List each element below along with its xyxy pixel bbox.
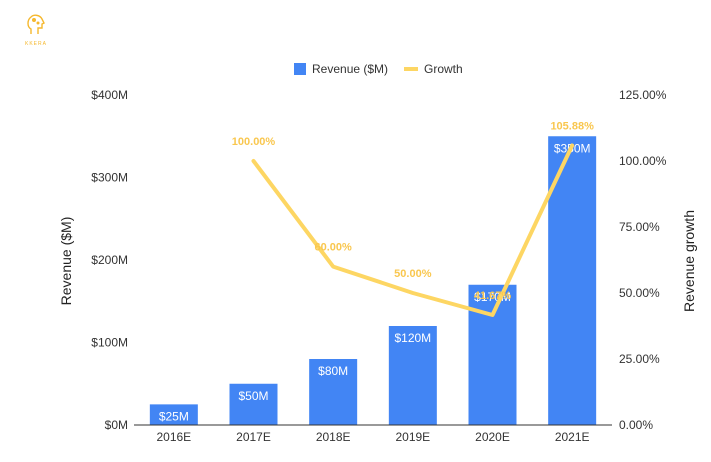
revenue-bar: [309, 359, 358, 425]
growth-point-label: 41.67%: [474, 290, 512, 302]
revenue-bar-label: $120M: [394, 331, 431, 345]
growth-line: [251, 143, 575, 317]
revenue-bars: $25M$50M$80M$120M$170M$350M: [149, 136, 597, 425]
y-tick-label-left: $400M: [91, 88, 128, 102]
logo: KKERA: [25, 14, 47, 47]
revenue-bar: [548, 136, 597, 425]
revenue-bar-label: $25M: [159, 409, 189, 423]
revenue-bar-label: $50M: [238, 389, 268, 403]
y-tick-label-right: 25.00%: [619, 352, 660, 366]
growth-point-label: 100.00%: [232, 136, 276, 148]
x-tick-label: 2018E: [316, 430, 351, 444]
legend-swatch-revenue: [294, 63, 306, 75]
growth-point-label: 105.88%: [550, 120, 594, 132]
y-tick-label-right: 125.00%: [619, 88, 667, 102]
revenue-bar: [229, 383, 278, 425]
x-tick-label: 2017E: [236, 430, 271, 444]
revenue-bar: [388, 326, 437, 425]
y-axis-left: $0M $100M $200M $300M $400M: [91, 88, 128, 432]
logo-text: KKERA: [25, 41, 47, 47]
growth-line-series: 100.00% 60.00% 50.00% 41.67% 105.88%: [232, 120, 594, 317]
legend: Revenue ($M) Growth: [294, 62, 463, 76]
revenue-bar: [149, 404, 198, 425]
x-tick-label: 2019E: [395, 430, 430, 444]
legend-label-growth: Growth: [424, 62, 463, 76]
y-tick-label-right: 100.00%: [619, 154, 667, 168]
y-tick-label-left: $0M: [105, 418, 128, 432]
x-axis: 2016E 2017E 2018E 2019E 2020E 2021E: [156, 430, 589, 444]
y-tick-label-right: 0.00%: [619, 418, 653, 432]
y-tick-label-right: 75.00%: [619, 220, 660, 234]
x-tick-label: 2016E: [156, 430, 191, 444]
y-axis-title-right: Revenue growth: [681, 210, 697, 312]
y-tick-label-left: $100M: [91, 336, 128, 350]
growth-point-label: 60.00%: [315, 242, 353, 254]
legend-label-revenue: Revenue ($M): [312, 62, 388, 76]
growth-point-label: 50.00%: [394, 268, 432, 280]
y-tick-label-right: 50.00%: [619, 286, 660, 300]
revenue-bar-label: $80M: [318, 364, 348, 378]
x-tick-label: 2021E: [555, 430, 590, 444]
y-axis-title-left: Revenue ($M): [58, 217, 74, 306]
head-gears-icon: [27, 14, 45, 34]
y-tick-label-left: $200M: [91, 253, 128, 267]
x-tick-label: 2020E: [475, 430, 510, 444]
revenue-bar: [468, 284, 517, 425]
y-axis-right: 0.00% 25.00% 50.00% 75.00% 100.00% 125.00%: [619, 88, 667, 432]
y-tick-label-left: $300M: [91, 171, 128, 185]
